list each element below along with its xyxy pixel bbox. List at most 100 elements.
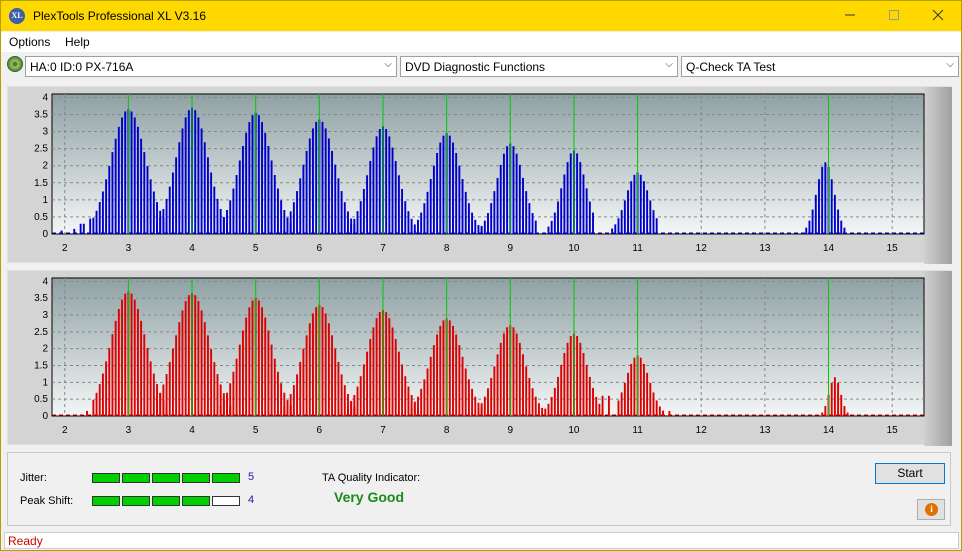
histogram-bar bbox=[397, 175, 400, 234]
histogram-bar bbox=[639, 357, 642, 416]
histogram-bar bbox=[547, 403, 550, 416]
histogram-bar bbox=[420, 212, 423, 234]
histogram-bar bbox=[439, 142, 442, 234]
histogram-bar bbox=[649, 382, 652, 416]
histogram-bar bbox=[149, 179, 152, 234]
histogram-bar bbox=[324, 313, 327, 416]
peak-shift-chart: 4 3.5 3 2.5 2 1.5 1 0.5 0 2 3 4 5 6 7 8 9 10 11 12 13 14 15 bbox=[34, 271, 952, 446]
histogram-bar bbox=[136, 308, 139, 416]
histogram-bar bbox=[506, 327, 509, 416]
histogram-bar bbox=[130, 111, 133, 234]
histogram-bar bbox=[432, 345, 435, 416]
histogram-bar bbox=[73, 228, 76, 234]
histogram-bar bbox=[623, 382, 626, 416]
jitter-value: 5 bbox=[248, 471, 255, 483]
start-button[interactable]: Start bbox=[875, 463, 945, 484]
jitter-meter-segment bbox=[122, 473, 150, 483]
histogram-bar bbox=[181, 310, 184, 416]
histogram-bar bbox=[264, 317, 267, 416]
histogram-bar bbox=[458, 345, 461, 416]
histogram-bar bbox=[483, 220, 486, 234]
chart-side-shade bbox=[924, 271, 952, 446]
histogram-bar bbox=[124, 293, 127, 416]
histogram-bar bbox=[140, 320, 143, 416]
histogram-bar bbox=[496, 177, 499, 234]
histogram-bar bbox=[140, 138, 143, 234]
histogram-bar bbox=[353, 395, 356, 416]
histogram-bar bbox=[662, 410, 664, 416]
histogram-bar bbox=[226, 210, 228, 234]
histogram-bar bbox=[111, 152, 114, 234]
menu-options[interactable]: Options bbox=[9, 35, 51, 49]
histogram-bar bbox=[442, 320, 445, 416]
histogram-bar bbox=[569, 153, 572, 234]
x-tick-label: 11 bbox=[632, 243, 643, 254]
histogram-bar bbox=[515, 153, 518, 234]
histogram-bar bbox=[305, 150, 308, 234]
y-tick-label: 1.5 bbox=[34, 361, 48, 372]
histogram-bar bbox=[633, 357, 636, 416]
histogram-bar bbox=[655, 400, 658, 416]
histogram-bar bbox=[410, 218, 413, 234]
minimize-button[interactable] bbox=[827, 1, 873, 31]
y-tick-label: 3 bbox=[42, 310, 48, 321]
histogram-bar bbox=[296, 191, 299, 234]
histogram-bar bbox=[372, 327, 375, 416]
drive-select[interactable]: HA:0 ID:0 PX-716A ⌵ bbox=[25, 56, 397, 77]
histogram-bar bbox=[124, 111, 127, 234]
histogram-bar bbox=[248, 122, 251, 234]
histogram-bar bbox=[101, 191, 104, 234]
histogram-bar bbox=[245, 132, 248, 234]
info-button[interactable]: i bbox=[917, 499, 945, 520]
close-button[interactable] bbox=[915, 1, 961, 31]
maximize-button[interactable] bbox=[871, 1, 917, 31]
histogram-bar bbox=[321, 307, 324, 416]
y-tick-label: 3.5 bbox=[34, 109, 48, 120]
x-tick-label: 4 bbox=[189, 425, 195, 436]
histogram-bar bbox=[385, 312, 388, 416]
y-tick-label: 2 bbox=[42, 344, 48, 355]
histogram-bar bbox=[114, 138, 117, 234]
histogram-bar bbox=[417, 219, 419, 234]
histogram-bar bbox=[805, 227, 808, 234]
histogram-bar bbox=[846, 412, 849, 416]
histogram-bar bbox=[162, 208, 165, 234]
histogram-bar bbox=[171, 348, 174, 416]
function-select[interactable]: DVD Diagnostic Functions ⌵ bbox=[400, 56, 678, 77]
histogram-bar bbox=[417, 396, 419, 416]
histogram-bar bbox=[464, 368, 467, 416]
histogram-bar bbox=[601, 395, 604, 416]
histogram-bar bbox=[350, 224, 353, 234]
test-select-value: Q-Check TA Test bbox=[686, 60, 776, 74]
histogram-bar bbox=[413, 402, 416, 416]
ta-quality-value: Very Good bbox=[334, 489, 405, 505]
histogram-bar bbox=[238, 160, 241, 234]
histogram-bar bbox=[585, 364, 588, 416]
histogram-bar bbox=[280, 200, 283, 234]
peak-shift-meter-segment bbox=[152, 496, 180, 506]
histogram-bar bbox=[394, 160, 397, 234]
status-bar: Ready bbox=[1, 531, 961, 550]
histogram-bar bbox=[531, 388, 534, 416]
histogram-bar bbox=[474, 219, 477, 234]
test-select[interactable]: Q-Check TA Test ⌵ bbox=[681, 56, 959, 77]
histogram-bar bbox=[308, 323, 311, 416]
histogram-bar bbox=[483, 396, 486, 416]
histogram-bar bbox=[401, 364, 404, 416]
histogram-bar bbox=[837, 382, 840, 416]
histogram-bar bbox=[630, 181, 633, 234]
histogram-bar bbox=[241, 330, 244, 416]
histogram-bar bbox=[426, 368, 429, 416]
histogram-bar bbox=[292, 385, 295, 416]
x-tick-label: 4 bbox=[189, 243, 195, 254]
results-panel: Jitter: 5 Peak Shift: 4 TA Quality Indic… bbox=[7, 452, 951, 526]
menu-help[interactable]: Help bbox=[65, 35, 90, 49]
histogram-bar bbox=[493, 191, 496, 234]
peak-shift-value: 4 bbox=[248, 494, 255, 506]
histogram-bar bbox=[111, 334, 114, 416]
x-tick-label: 14 bbox=[823, 243, 835, 254]
histogram-bar bbox=[283, 210, 286, 234]
histogram-bar bbox=[467, 203, 470, 234]
histogram-bar bbox=[818, 179, 820, 234]
